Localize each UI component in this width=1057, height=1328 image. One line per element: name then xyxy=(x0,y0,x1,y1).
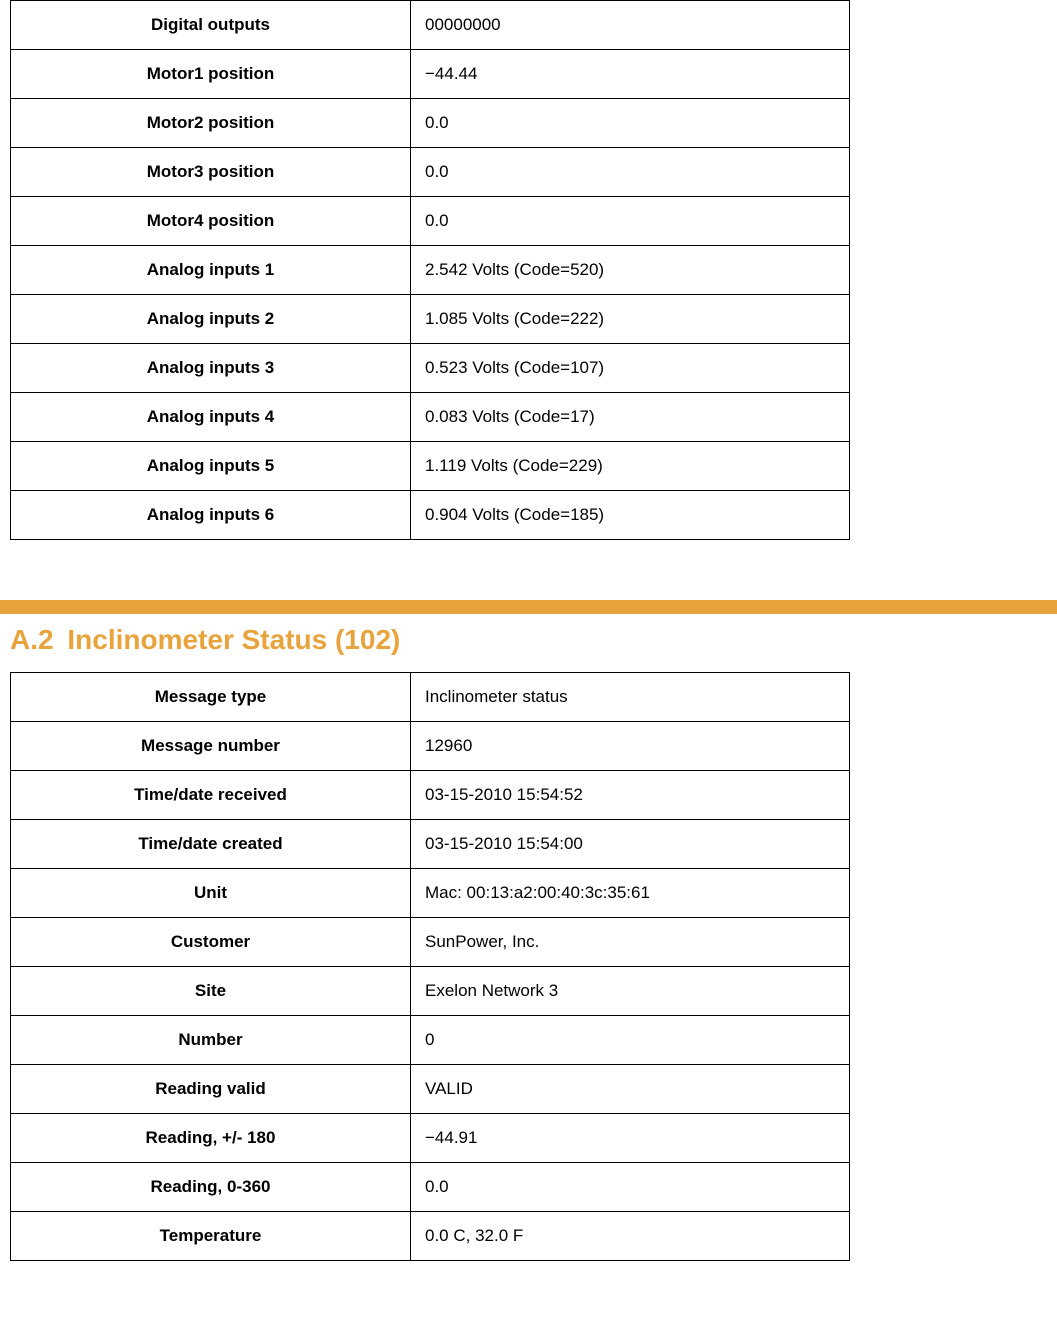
row-value: Mac: 00:13:a2:00:40:3c:35:61 xyxy=(411,869,850,918)
row-label: Analog inputs 6 xyxy=(11,491,411,540)
table-row: Analog inputs 6 0.904 Volts (Code=185) xyxy=(11,491,850,540)
table-row: Time/date created 03-15-2010 15:54:00 xyxy=(11,820,850,869)
status-table-1: Digital outputs 00000000 Motor1 position… xyxy=(10,0,850,540)
row-label: Analog inputs 1 xyxy=(11,246,411,295)
row-value: −44.91 xyxy=(411,1114,850,1163)
row-value: 12960 xyxy=(411,722,850,771)
row-label: Motor2 position xyxy=(11,99,411,148)
row-value: Inclinometer status xyxy=(411,673,850,722)
table-row: Reading, 0-360 0.0 xyxy=(11,1163,850,1212)
row-value: 0.083 Volts (Code=17) xyxy=(411,393,850,442)
table-row: Motor3 position 0.0 xyxy=(11,148,850,197)
row-label: Analog inputs 3 xyxy=(11,344,411,393)
table-row: Motor2 position 0.0 xyxy=(11,99,850,148)
row-label: Customer xyxy=(11,918,411,967)
row-value: 1.119 Volts (Code=229) xyxy=(411,442,850,491)
heading-title: Inclinometer Status (102) xyxy=(67,624,400,655)
row-label: Message number xyxy=(11,722,411,771)
row-value: 0.0 C, 32.0 F xyxy=(411,1212,850,1261)
section-heading: A.2 Inclinometer Status (102) xyxy=(0,620,1057,672)
row-value: 0.523 Volts (Code=107) xyxy=(411,344,850,393)
row-label: Time/date created xyxy=(11,820,411,869)
table-row: Customer SunPower, Inc. xyxy=(11,918,850,967)
table-row: Temperature 0.0 C, 32.0 F xyxy=(11,1212,850,1261)
row-label: Message type xyxy=(11,673,411,722)
row-value: 1.085 Volts (Code=222) xyxy=(411,295,850,344)
row-label: Reading valid xyxy=(11,1065,411,1114)
status-table-2: Message type Inclinometer status Message… xyxy=(10,672,850,1261)
row-label: Analog inputs 5 xyxy=(11,442,411,491)
table-row: Reading valid VALID xyxy=(11,1065,850,1114)
table-row: Time/date received 03-15-2010 15:54:52 xyxy=(11,771,850,820)
row-value: 0.0 xyxy=(411,99,850,148)
row-label: Analog inputs 4 xyxy=(11,393,411,442)
table-row: Reading, +/- 180 −44.91 xyxy=(11,1114,850,1163)
row-label: Motor3 position xyxy=(11,148,411,197)
table2-body: Message type Inclinometer status Message… xyxy=(11,673,850,1261)
table-row: Site Exelon Network 3 xyxy=(11,967,850,1016)
table1-body: Digital outputs 00000000 Motor1 position… xyxy=(11,1,850,540)
row-value: VALID xyxy=(411,1065,850,1114)
table-row: Unit Mac: 00:13:a2:00:40:3c:35:61 xyxy=(11,869,850,918)
row-label: Site xyxy=(11,967,411,1016)
row-label: Time/date received xyxy=(11,771,411,820)
row-label: Reading, 0-360 xyxy=(11,1163,411,1212)
row-value: 2.542 Volts (Code=520) xyxy=(411,246,850,295)
row-value: SunPower, Inc. xyxy=(411,918,850,967)
table-row: Motor4 position 0.0 xyxy=(11,197,850,246)
row-value: 0.904 Volts (Code=185) xyxy=(411,491,850,540)
row-value: 03-15-2010 15:54:00 xyxy=(411,820,850,869)
table-row: Message number 12960 xyxy=(11,722,850,771)
table-row: Analog inputs 4 0.083 Volts (Code=17) xyxy=(11,393,850,442)
row-label: Temperature xyxy=(11,1212,411,1261)
row-value: 0.0 xyxy=(411,148,850,197)
section-divider-bar xyxy=(0,600,1057,614)
row-value: 03-15-2010 15:54:52 xyxy=(411,771,850,820)
table-row: Analog inputs 5 1.119 Volts (Code=229) xyxy=(11,442,850,491)
row-value: Exelon Network 3 xyxy=(411,967,850,1016)
row-value: 00000000 xyxy=(411,1,850,50)
row-value: 0 xyxy=(411,1016,850,1065)
table-row: Analog inputs 3 0.523 Volts (Code=107) xyxy=(11,344,850,393)
table-row: Analog inputs 2 1.085 Volts (Code=222) xyxy=(11,295,850,344)
page-container: Digital outputs 00000000 Motor1 position… xyxy=(0,0,1057,1301)
row-label: Analog inputs 2 xyxy=(11,295,411,344)
row-label: Digital outputs xyxy=(11,1,411,50)
row-label: Reading, +/- 180 xyxy=(11,1114,411,1163)
heading-number: A.2 xyxy=(10,624,54,655)
table-row: Message type Inclinometer status xyxy=(11,673,850,722)
row-label: Motor4 position xyxy=(11,197,411,246)
row-value: 0.0 xyxy=(411,1163,850,1212)
row-value: 0.0 xyxy=(411,197,850,246)
row-label: Motor1 position xyxy=(11,50,411,99)
table-row: Number 0 xyxy=(11,1016,850,1065)
table-row: Analog inputs 1 2.542 Volts (Code=520) xyxy=(11,246,850,295)
table-row: Motor1 position −44.44 xyxy=(11,50,850,99)
table-row: Digital outputs 00000000 xyxy=(11,1,850,50)
row-value: −44.44 xyxy=(411,50,850,99)
row-label: Number xyxy=(11,1016,411,1065)
row-label: Unit xyxy=(11,869,411,918)
